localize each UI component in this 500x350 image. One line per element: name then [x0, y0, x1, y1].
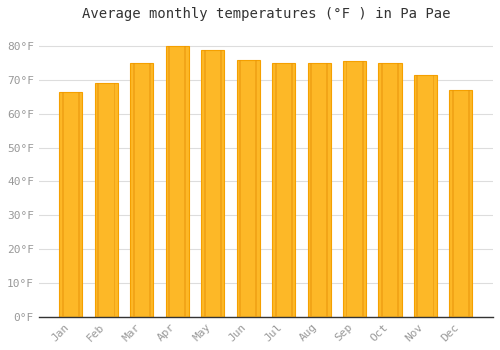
Bar	[256, 60, 257, 317]
Bar	[362, 61, 364, 317]
Bar	[397, 63, 399, 317]
Bar	[220, 50, 222, 317]
Bar	[326, 63, 328, 317]
Bar	[272, 63, 295, 317]
Bar	[432, 75, 434, 317]
Bar	[98, 83, 100, 317]
Bar	[95, 83, 118, 317]
Bar	[166, 46, 189, 317]
Bar	[381, 63, 383, 317]
Bar	[204, 50, 206, 317]
Bar	[343, 61, 366, 317]
Bar	[62, 92, 64, 317]
Bar	[236, 60, 260, 317]
Bar	[346, 61, 348, 317]
Bar	[239, 60, 241, 317]
Bar	[114, 83, 116, 317]
Bar	[416, 75, 418, 317]
Bar	[184, 46, 186, 317]
Bar	[149, 63, 151, 317]
Bar	[60, 92, 82, 317]
Bar	[291, 63, 292, 317]
Bar	[274, 63, 276, 317]
Bar	[310, 63, 312, 317]
Bar	[414, 75, 437, 317]
Bar	[452, 90, 454, 317]
Bar	[450, 90, 472, 317]
Bar	[201, 50, 224, 317]
Bar	[130, 63, 154, 317]
Bar	[168, 46, 170, 317]
Bar	[308, 63, 330, 317]
Title: Average monthly temperatures (°F ) in Pa Pae: Average monthly temperatures (°F ) in Pa…	[82, 7, 450, 21]
Bar	[78, 92, 80, 317]
Bar	[468, 90, 470, 317]
Bar	[378, 63, 402, 317]
Bar	[133, 63, 134, 317]
